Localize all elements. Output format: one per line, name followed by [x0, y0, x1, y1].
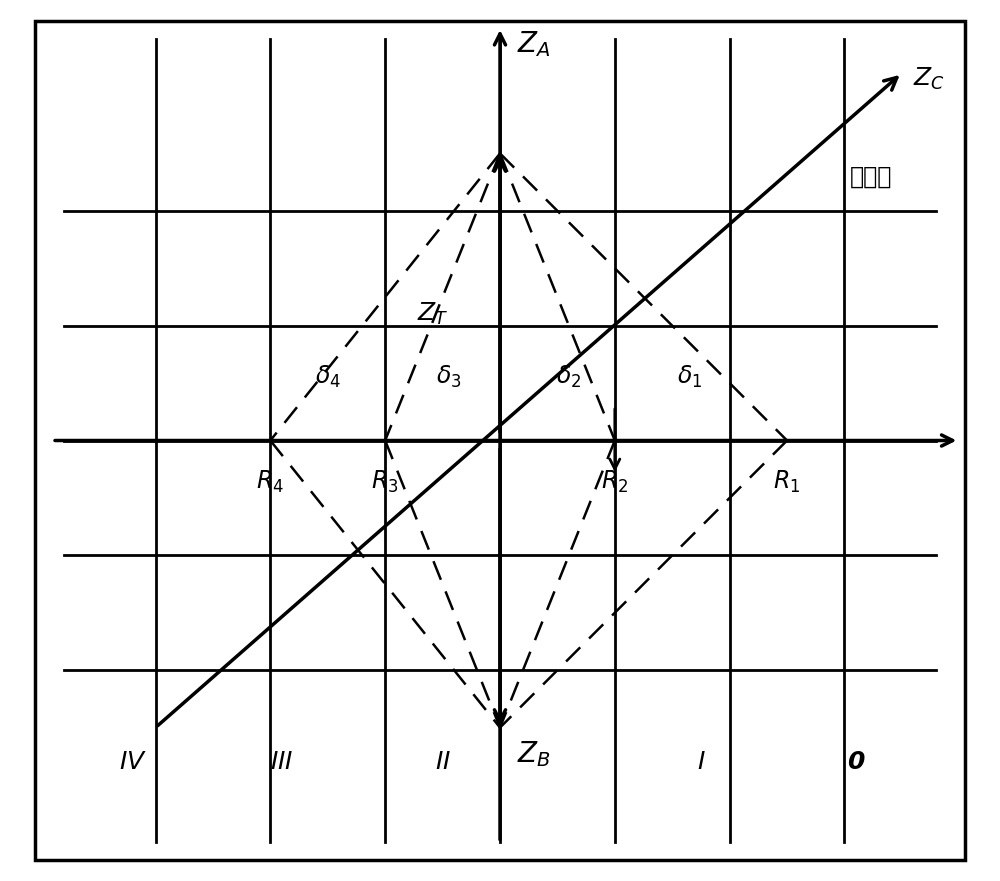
Text: $I$: $I$ [697, 750, 705, 774]
Text: $\delta_4$: $\delta_4$ [315, 364, 341, 390]
Text: $\delta_2$: $\delta_2$ [556, 364, 582, 390]
Text: $R_4$: $R_4$ [256, 470, 284, 495]
Text: $R_1$: $R_1$ [773, 470, 801, 495]
Text: $Z_C$: $Z_C$ [913, 66, 945, 92]
Text: $III$: $III$ [270, 750, 294, 774]
Text: $IV$: $IV$ [119, 750, 147, 774]
Text: $\delta_1$: $\delta_1$ [677, 364, 702, 390]
Text: 电抗线: 电抗线 [850, 165, 893, 189]
Text: $Z_A$: $Z_A$ [517, 29, 551, 59]
Text: $\delta_3$: $\delta_3$ [436, 364, 461, 390]
Text: $II$: $II$ [435, 750, 451, 774]
Text: $R_3$: $R_3$ [371, 470, 399, 495]
Text: $R_2$: $R_2$ [601, 470, 628, 495]
Text: $Z_B$: $Z_B$ [517, 739, 551, 769]
Text: 0: 0 [847, 750, 865, 774]
Text: $Z_T$: $Z_T$ [417, 301, 448, 328]
